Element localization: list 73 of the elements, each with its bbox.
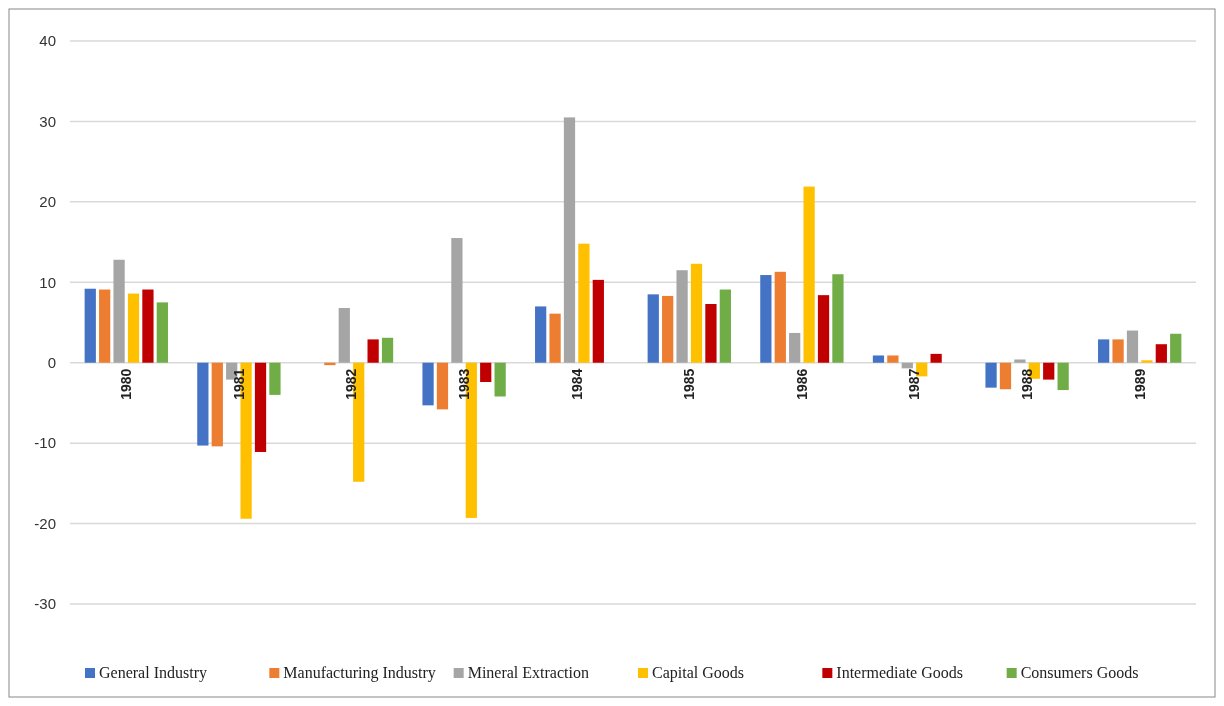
bar [705,304,717,363]
y-tick-label: 20 [39,193,56,211]
x-tick-label: 1988 [1019,368,1035,400]
bar [451,238,463,363]
bar [832,274,844,363]
x-tick-label: 1981 [230,368,247,400]
bar [156,302,168,363]
x-tick-label: 1987 [906,368,923,400]
y-tick-label: 10 [39,273,56,291]
bar [549,313,561,363]
bar [422,362,434,406]
bar [436,362,449,410]
legend-label: General Industry [99,664,207,682]
bar [817,295,830,363]
bar [113,259,125,363]
y-tick-label: 0 [47,353,56,371]
x-tick-label: 1980 [118,368,135,400]
bar [662,295,674,363]
bar [381,337,394,363]
bar [760,275,772,363]
y-tick-label: -30 [34,595,56,613]
y-tick-label: -20 [34,514,56,532]
x-tick-label: 1985 [681,368,698,400]
bar [254,362,267,452]
bar [494,362,506,397]
bar [647,294,659,363]
bar [1126,330,1139,363]
legend-label: Mineral Extraction [467,664,589,681]
bar [985,362,997,388]
legend-label: Intermediate Goods [836,664,963,681]
x-tick-label: 1986 [793,368,810,400]
bar [338,308,350,363]
legend-label: Capital Goods [652,664,744,682]
bar [1155,344,1167,363]
bar [676,270,688,363]
bar [690,263,703,363]
bar [367,339,379,363]
bar [269,362,281,395]
bar [578,243,590,363]
y-tick-label: -10 [34,434,56,452]
bar [1014,359,1026,363]
bar [872,355,885,363]
x-tick-label: 1982 [343,368,360,400]
bar [197,362,209,446]
bar [887,355,899,363]
bar [563,117,576,363]
bar [127,293,140,363]
bar [142,289,154,363]
bar [774,271,786,363]
y-tick-label: 40 [39,32,56,50]
bar [719,289,731,363]
bar [99,289,111,363]
bar [999,362,1012,390]
bar [535,306,547,363]
bar [803,186,815,363]
bar [84,288,96,363]
bar [1112,339,1124,363]
y-tick-label: 30 [39,112,56,130]
bar [930,353,942,363]
bar [480,362,492,383]
bar [1170,333,1182,363]
bar [211,362,223,447]
legend-label: Manufacturing Industry [283,664,436,682]
legend-label: Consumers Goods [1020,664,1139,681]
bar [1141,360,1153,363]
bar [789,332,801,363]
x-tick-label: 1989 [1131,368,1148,400]
x-tick-label: 1983 [456,368,472,400]
bar [592,279,604,363]
x-tick-label: 1984 [568,368,585,400]
bar [1057,362,1069,391]
bar [1098,339,1110,363]
bar [1043,362,1055,380]
